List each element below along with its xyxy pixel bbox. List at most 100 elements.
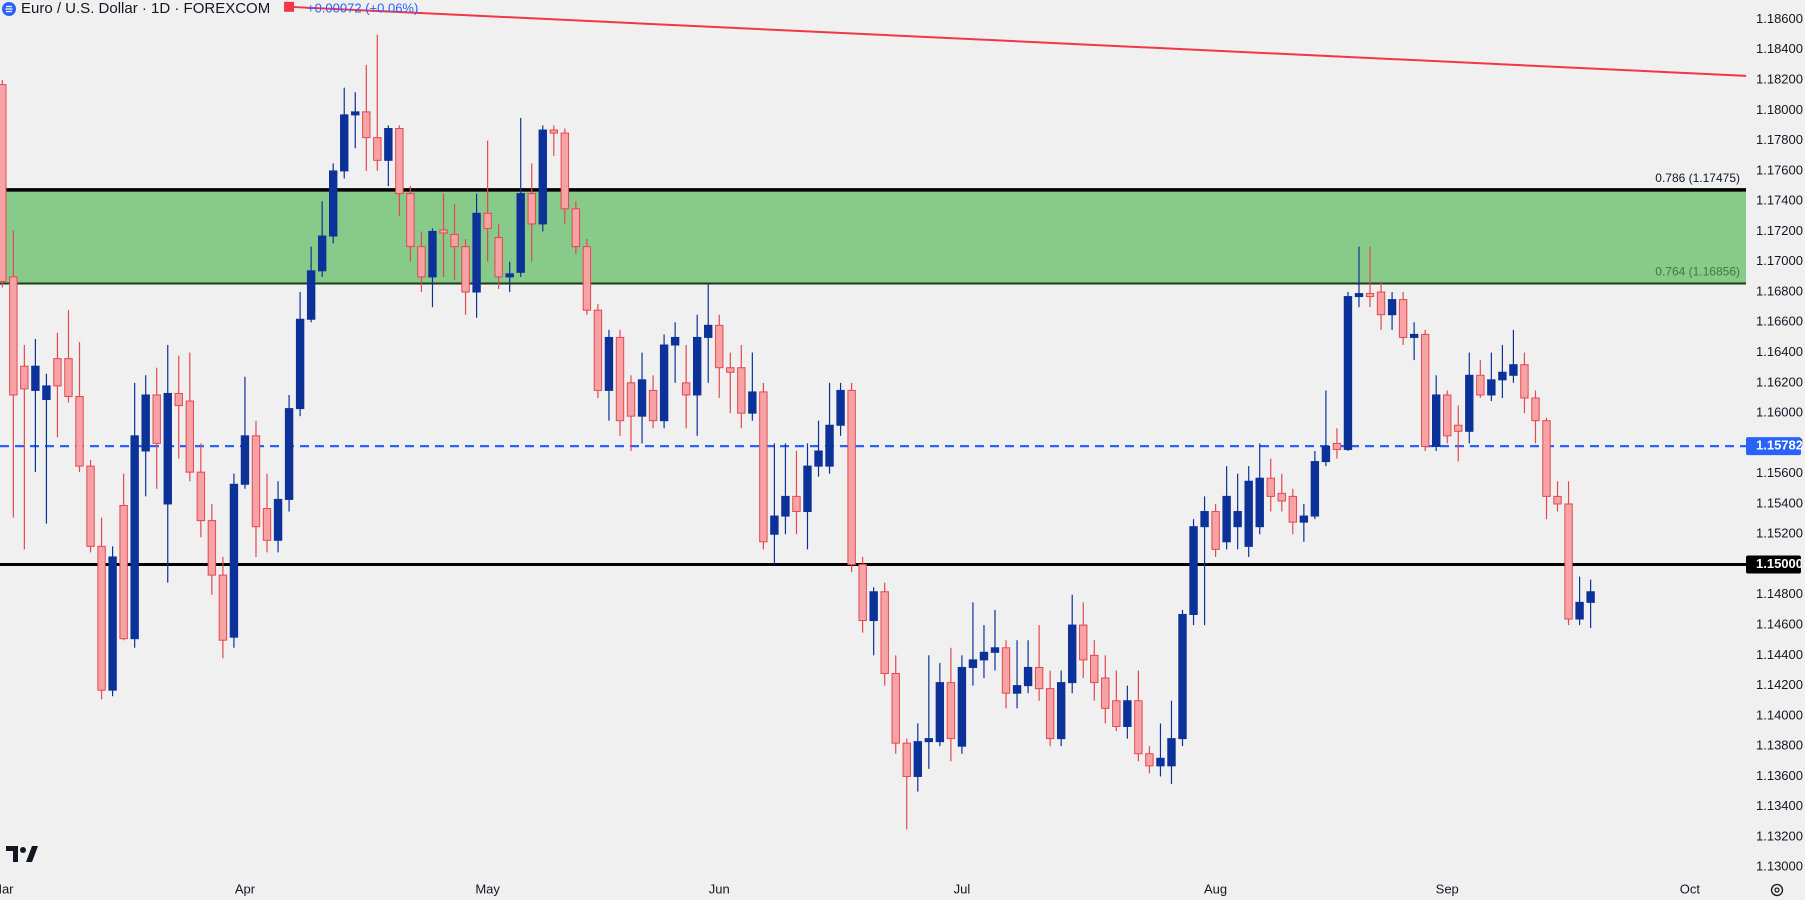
candle-body-up [306, 270, 316, 320]
candle-body-down [1553, 495, 1562, 505]
candle-body-down [483, 212, 492, 229]
candle-body-down [902, 742, 911, 777]
y-tick-label: 1.14400 [1756, 647, 1803, 662]
candle-body-down [9, 276, 18, 396]
candle-body-down [373, 137, 382, 161]
candle-body-down [582, 246, 592, 311]
y-tick-label: 1.15600 [1756, 465, 1803, 480]
candle-body-up [1487, 379, 1496, 396]
candle-body-up [1255, 477, 1264, 528]
candle-body-up [869, 591, 878, 622]
candle-body-down [759, 391, 768, 543]
candle-body-up [803, 465, 812, 513]
candle-body-down [406, 193, 415, 248]
candle-body-up [1167, 738, 1176, 767]
candle-body-down [1365, 293, 1375, 298]
price-label: 1.15000 [1756, 556, 1803, 571]
zone-layer [0, 189, 1746, 284]
candle-body-up [770, 515, 779, 535]
candle-body-down [1079, 624, 1088, 661]
candle-body-down [251, 435, 261, 528]
candle-body-down [439, 229, 448, 234]
x-tick-label: Aug [1204, 881, 1227, 896]
x-tick-label: Jul [954, 881, 971, 896]
candle-body-up [1200, 511, 1209, 528]
candle-body-up [505, 273, 514, 278]
price-change: +0.00072 (+0.06%) [307, 0, 418, 15]
candle-body-up [329, 170, 338, 237]
candle-body-down [1288, 495, 1298, 523]
candle-body-down [1520, 364, 1529, 399]
candle-body-up [1156, 757, 1165, 767]
y-tick-label: 1.18200 [1756, 72, 1803, 87]
candle-body-up [1354, 293, 1364, 298]
fib-label: 0.786 (1.17475) [1655, 171, 1740, 185]
price-label-box [1746, 555, 1801, 574]
candle-body-up [1178, 613, 1187, 740]
y-tick-label: 1.15400 [1756, 495, 1803, 510]
candle-body-up [1465, 374, 1474, 432]
candle-body-up [1299, 515, 1309, 523]
candle-body-down [174, 392, 183, 407]
candle-body-down [494, 237, 503, 278]
y-tick-label: 1.14800 [1756, 586, 1803, 601]
candle-body-up [428, 230, 437, 278]
candle-body-down [715, 324, 724, 369]
y-tick-label: 1.16400 [1756, 344, 1803, 359]
candle-body-down [1034, 666, 1044, 690]
candle-body-up [1409, 333, 1419, 338]
y-tick-label: 1.16000 [1756, 405, 1803, 420]
y-tick-label: 1.17600 [1756, 162, 1803, 177]
x-tick-label: Mar [0, 881, 14, 896]
candle-body-down [1266, 477, 1275, 497]
y-tick-label: 1.17400 [1756, 193, 1803, 208]
candle-body-down [86, 465, 95, 547]
candle-body-up [637, 379, 647, 417]
candle-body-down [185, 400, 195, 473]
candle-body-up [1189, 526, 1198, 615]
candle-body-down [571, 208, 581, 248]
candle-body-up [317, 235, 327, 272]
candle-body-up [273, 498, 283, 541]
candle-body-up [748, 391, 757, 414]
candle-body-up [229, 483, 239, 638]
candle-body-down [1101, 677, 1110, 709]
candle-body-down [1277, 492, 1286, 502]
candle-body-down [1112, 700, 1121, 727]
candle-body-up [472, 212, 481, 293]
y-tick-label: 1.14600 [1756, 617, 1803, 632]
trendline [289, 5, 1747, 77]
candle-body-up [825, 424, 834, 467]
y-tick-label: 1.13200 [1756, 828, 1803, 843]
candle-body-down [1332, 442, 1342, 450]
trendline-handle [284, 1, 295, 12]
price-label-box [1746, 437, 1801, 456]
x-tick-label: Apr [235, 881, 256, 896]
candle-body-up [1509, 364, 1518, 376]
settings-icon[interactable] [1770, 883, 1784, 897]
candle-body-down [648, 389, 658, 422]
candle-body-down [362, 111, 371, 139]
candle-body-down [1134, 700, 1143, 755]
candle-body-down [1476, 374, 1485, 396]
candle-body-down [97, 545, 106, 691]
candle-body-up [781, 495, 790, 517]
y-tick-label: 1.13600 [1756, 768, 1803, 783]
chart-title: Euro / U.S. Dollar · 1D · FOREXCOM [21, 0, 270, 17]
candle-body-up [1012, 685, 1022, 694]
y-tick-label: 1.13400 [1756, 798, 1803, 813]
candle-body-down [395, 128, 404, 195]
candle-body-up [836, 389, 845, 426]
candle-body-down [560, 132, 570, 210]
candle-body-up [538, 129, 547, 225]
y-tick-label: 1.13800 [1756, 738, 1803, 753]
candle-body-up [163, 392, 172, 505]
y-tick-label: 1.16600 [1756, 314, 1803, 329]
x-tick-label: May [475, 881, 500, 896]
x-tick-label: Oct [1680, 881, 1701, 896]
candle-body-down [880, 591, 889, 675]
candle-body-up [516, 193, 525, 273]
